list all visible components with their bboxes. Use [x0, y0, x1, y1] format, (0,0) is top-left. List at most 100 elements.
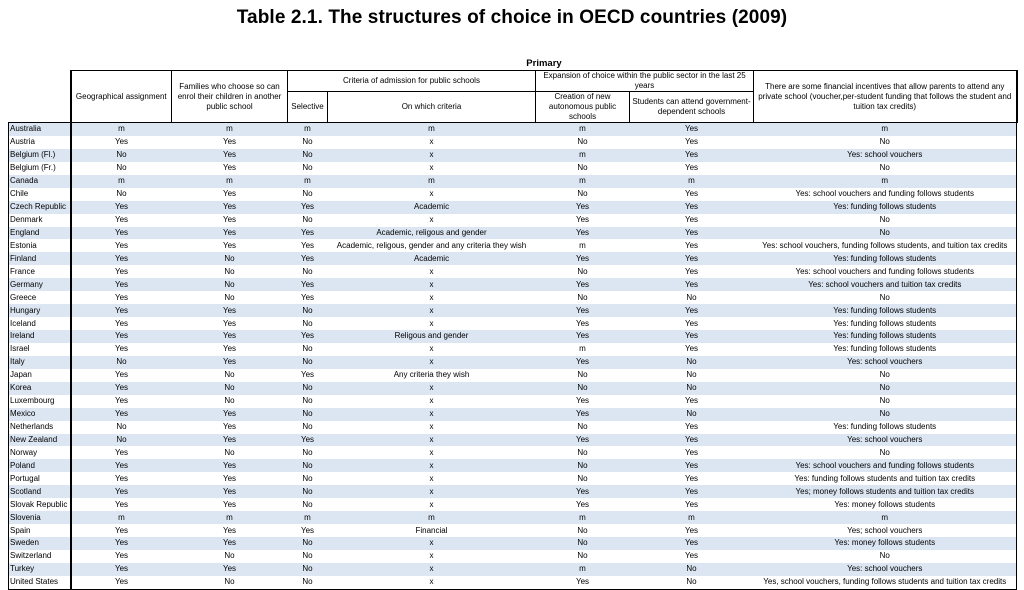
table-row: Ireland Yes Yes Yes Religous and gender Yes Ye… — [8, 330, 1017, 343]
financial-cell: Yes: school vouchers, funding follows st… — [753, 239, 1017, 253]
geo-cell: Yes — [69, 407, 172, 421]
families-cell: Yes — [171, 161, 288, 175]
financial-cell: Yes; school vouchers — [753, 524, 1017, 537]
table-row: Mexico Yes Yes No x Yes No No — [8, 407, 1017, 421]
selective-cell: m — [287, 511, 328, 525]
financial-cell: No — [753, 213, 1017, 227]
selective-cell: Yes — [287, 239, 328, 253]
families-cell: m — [171, 511, 288, 525]
new-autonomous-cell: Yes — [535, 485, 630, 499]
criteria-cell: Religous and gender — [327, 330, 536, 343]
financial-cell: No — [753, 394, 1017, 408]
geo-cell: Yes — [69, 537, 172, 550]
geo-cell: Yes — [69, 265, 172, 279]
new-autonomous-cell: Yes — [535, 278, 630, 292]
geo-cell: No — [69, 355, 172, 369]
gov-dependent-cell: No — [629, 407, 754, 421]
country-cell: Scotland — [8, 485, 71, 499]
geo-cell: m — [69, 511, 172, 525]
geo-cell: Yes — [69, 239, 172, 253]
selective-cell: No — [287, 562, 328, 576]
financial-cell: m — [753, 121, 1017, 136]
gov-dependent-cell: Yes — [629, 200, 754, 214]
new-autonomous-cell: Yes — [535, 252, 630, 266]
families-cell: Yes — [171, 148, 288, 162]
criteria-cell: Academic — [327, 252, 536, 266]
gov-dependent-cell: Yes — [629, 265, 754, 279]
gov-dependent-cell: No — [629, 575, 754, 590]
gov-dependent-cell: Yes — [629, 524, 754, 537]
table-row: Israel Yes Yes No x m Yes Yes: funding follows … — [8, 342, 1017, 356]
gov-dependent-cell: Yes — [629, 135, 754, 149]
selective-cell: No — [287, 537, 328, 550]
country-cell: Spain — [8, 524, 71, 537]
table-row: Germany Yes No Yes x Yes Yes Yes: school vouche… — [8, 278, 1017, 292]
families-cell: Yes — [171, 226, 288, 240]
geo-cell: Yes — [69, 524, 172, 537]
gov-dependent-cell: Yes — [629, 213, 754, 227]
country-cell: Canada — [8, 174, 71, 188]
financial-cell: No — [753, 161, 1017, 175]
table-row: Austria Yes Yes No x No Yes No — [8, 135, 1017, 149]
families-cell: Yes — [171, 330, 288, 343]
header-which-criteria: On which criteria — [327, 91, 536, 123]
geo-cell: Yes — [69, 135, 172, 149]
table-row: United States Yes No No x Yes No Yes, school vo… — [8, 575, 1017, 590]
selective-cell: Yes — [287, 200, 328, 214]
selective-cell: No — [287, 485, 328, 499]
financial-cell: Yes: school vouchers and funding follows… — [753, 265, 1017, 279]
families-cell: Yes — [171, 342, 288, 356]
country-cell: France — [8, 265, 71, 279]
geo-cell: Yes — [69, 549, 172, 563]
new-autonomous-cell: Yes — [535, 575, 630, 590]
gov-dependent-cell: m — [629, 511, 754, 525]
geo-cell: m — [69, 121, 172, 136]
gov-dependent-cell: Yes — [629, 226, 754, 240]
criteria-cell: x — [327, 278, 536, 292]
gov-dependent-cell: Yes — [629, 148, 754, 162]
table-row: Australia m m m m m Yes m — [8, 121, 1017, 136]
gov-dependent-cell: No — [629, 562, 754, 576]
families-cell: Yes — [171, 317, 288, 330]
families-cell: No — [171, 291, 288, 305]
header-criteria-group: Criteria of admission for public schools — [287, 70, 536, 92]
country-cell: Austria — [8, 135, 71, 149]
geo-cell: Yes — [69, 317, 172, 330]
selective-cell: No — [287, 498, 328, 512]
table-row: Canada m m m m m m m — [8, 174, 1017, 188]
criteria-cell: x — [327, 485, 536, 499]
header-government-dependent-schools: Students can attend government-dependent… — [629, 91, 754, 123]
country-cell: Switzerland — [8, 549, 71, 563]
country-cell: Italy — [8, 355, 71, 369]
gov-dependent-cell: Yes — [629, 394, 754, 408]
table-body: Australia m m m m m Yes m Austria Yes Yes No x No Yes N… — [8, 121, 1017, 590]
families-cell: Yes — [171, 187, 288, 201]
families-cell: No — [171, 381, 288, 395]
families-cell: m — [171, 121, 288, 136]
geo-cell: No — [69, 187, 172, 201]
header-selective: Selective — [287, 91, 328, 123]
table-row: Japan Yes No Yes Any criteria they wish No No N… — [8, 368, 1017, 382]
families-cell: Yes — [171, 200, 288, 214]
table-row: Greece Yes No Yes x No No No — [8, 291, 1017, 305]
geo-cell: Yes — [69, 459, 172, 473]
geo-cell: Yes — [69, 252, 172, 266]
families-cell: Yes — [171, 355, 288, 369]
country-cell: Slovak Republic — [8, 498, 71, 512]
new-autonomous-cell: No — [535, 161, 630, 175]
table-row: Netherlands No Yes No x No Yes Yes: funding fol… — [8, 420, 1017, 434]
families-cell: No — [171, 446, 288, 460]
gov-dependent-cell: Yes — [629, 187, 754, 201]
criteria-cell: x — [327, 148, 536, 162]
criteria-cell: x — [327, 420, 536, 434]
selective-cell: Yes — [287, 368, 328, 382]
table-row: Spain Yes Yes Yes Financial No Yes Yes; school … — [8, 524, 1017, 537]
table-row: Scotland Yes Yes No x Yes Yes Yes; money follow… — [8, 485, 1017, 499]
gov-dependent-cell: Yes — [629, 549, 754, 563]
financial-cell: Yes: money follows students — [753, 498, 1017, 512]
gov-dependent-cell: No — [629, 381, 754, 395]
new-autonomous-cell: No — [535, 524, 630, 537]
table-row: Luxembourg Yes No No x Yes Yes No — [8, 394, 1017, 408]
selective-cell: Yes — [287, 291, 328, 305]
families-cell: Yes — [171, 135, 288, 149]
